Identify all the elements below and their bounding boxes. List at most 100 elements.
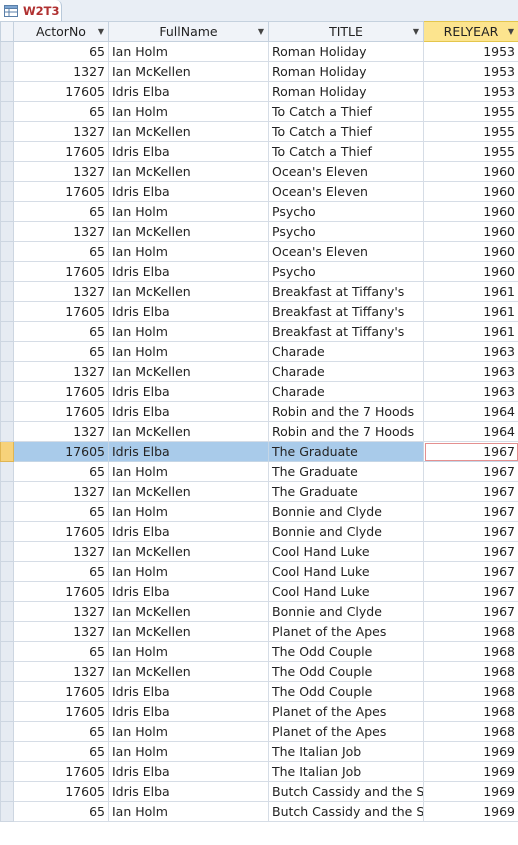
cell-fullname[interactable]: Idris Elba	[108, 761, 269, 782]
cell-fullname[interactable]: Ian Holm	[108, 341, 269, 362]
cell-relyear[interactable]: 1967	[423, 601, 518, 622]
cell-fullname[interactable]: Ian Holm	[108, 741, 269, 762]
row-selector[interactable]	[0, 521, 14, 542]
cell-title[interactable]: Psycho	[268, 261, 424, 282]
row-selector[interactable]	[0, 641, 14, 662]
cell-title[interactable]: Bonnie and Clyde	[268, 601, 424, 622]
cell-title[interactable]: Bonnie and Clyde	[268, 521, 424, 542]
cell-title[interactable]: Psycho	[268, 201, 424, 222]
cell-fullname[interactable]: Idris Elba	[108, 81, 269, 102]
cell-title[interactable]: The Odd Couple	[268, 661, 424, 682]
cell-title[interactable]: Planet of the Apes	[268, 621, 424, 642]
column-header-relyear[interactable]: RELYEAR ▼	[423, 21, 518, 42]
cell-relyear[interactable]: 1960	[423, 201, 518, 222]
cell-fullname[interactable]: Ian Holm	[108, 461, 269, 482]
cell-fullname[interactable]: Idris Elba	[108, 781, 269, 802]
cell-actorno[interactable]: 1327	[13, 541, 109, 562]
cell-fullname[interactable]: Ian Holm	[108, 721, 269, 742]
cell-fullname[interactable]: Ian McKellen	[108, 121, 269, 142]
cell-fullname[interactable]: Idris Elba	[108, 261, 269, 282]
row-selector[interactable]	[0, 501, 14, 522]
cell-actorno[interactable]: 1327	[13, 281, 109, 302]
cell-actorno[interactable]: 65	[13, 801, 109, 822]
table-row[interactable]: 65 Ian Holm Breakfast at Tiffany's 1961	[0, 321, 518, 342]
cell-title[interactable]: Ocean's Eleven	[268, 161, 424, 182]
cell-relyear[interactable]: 1953	[423, 81, 518, 102]
cell-fullname[interactable]: Idris Elba	[108, 141, 269, 162]
cell-actorno[interactable]: 17605	[13, 81, 109, 102]
table-row[interactable]: 65 Ian Holm The Italian Job 1969	[0, 741, 518, 762]
cell-relyear[interactable]: 1968	[423, 721, 518, 742]
cell-actorno[interactable]: 65	[13, 561, 109, 582]
table-row[interactable]: 1327 Ian McKellen Bonnie and Clyde 1967	[0, 601, 518, 622]
cell-actorno[interactable]: 1327	[13, 121, 109, 142]
table-row[interactable]: 65 Ian Holm Bonnie and Clyde 1967	[0, 501, 518, 522]
table-row[interactable]: 65 Ian Holm Psycho 1960	[0, 201, 518, 222]
cell-title[interactable]: Cool Hand Luke	[268, 541, 424, 562]
cell-actorno[interactable]: 65	[13, 241, 109, 262]
row-selector[interactable]	[0, 141, 14, 162]
cell-title[interactable]: The Odd Couple	[268, 681, 424, 702]
cell-title[interactable]: Ocean's Eleven	[268, 241, 424, 262]
cell-relyear[interactable]: 1960	[423, 261, 518, 282]
cell-relyear[interactable]: 1968	[423, 701, 518, 722]
cell-relyear[interactable]: 1960	[423, 161, 518, 182]
table-row[interactable]: 17605 Idris Elba To Catch a Thief 1955	[0, 141, 518, 162]
cell-actorno[interactable]: 65	[13, 501, 109, 522]
cell-relyear[interactable]: 1964	[423, 421, 518, 442]
cell-title[interactable]: Breakfast at Tiffany's	[268, 301, 424, 322]
cell-relyear[interactable]: 1968	[423, 681, 518, 702]
cell-actorno[interactable]: 1327	[13, 161, 109, 182]
table-row[interactable]: 1327 Ian McKellen Ocean's Eleven 1960	[0, 161, 518, 182]
table-row[interactable]: 17605 Idris Elba Robin and the 7 Hoods 1964	[0, 401, 518, 422]
cell-relyear[interactable]: 1955	[423, 141, 518, 162]
cell-fullname[interactable]: Ian McKellen	[108, 61, 269, 82]
table-row[interactable]: 17605 Idris Elba The Italian Job 1969	[0, 761, 518, 782]
table-row[interactable]: 17605 Idris Elba Charade 1963	[0, 381, 518, 402]
cell-actorno[interactable]: 1327	[13, 221, 109, 242]
cell-actorno[interactable]: 65	[13, 41, 109, 62]
column-dropdown-icon[interactable]: ▼	[412, 27, 419, 36]
cell-actorno[interactable]: 65	[13, 341, 109, 362]
cell-relyear[interactable]: 1963	[423, 381, 518, 402]
table-row[interactable]: 65 Ian Holm Butch Cassidy and the Su 1969	[0, 801, 518, 822]
cell-actorno[interactable]: 17605	[13, 441, 109, 462]
cell-relyear[interactable]: 1967	[423, 581, 518, 602]
cell-title[interactable]: Planet of the Apes	[268, 721, 424, 742]
cell-relyear[interactable]: 1960	[423, 221, 518, 242]
cell-relyear[interactable]: 1961	[423, 321, 518, 342]
table-row[interactable]: 65 Ian Holm Cool Hand Luke 1967	[0, 561, 518, 582]
table-row[interactable]: 17605 Idris Elba Cool Hand Luke 1967	[0, 581, 518, 602]
table-row[interactable]: 1327 Ian McKellen The Odd Couple 1968	[0, 661, 518, 682]
row-selector[interactable]	[0, 381, 14, 402]
row-selector[interactable]	[0, 341, 14, 362]
cell-title[interactable]: Cool Hand Luke	[268, 581, 424, 602]
cell-title[interactable]: The Italian Job	[268, 741, 424, 762]
cell-fullname[interactable]: Idris Elba	[108, 681, 269, 702]
table-row[interactable]: 65 Ian Holm The Graduate 1967	[0, 461, 518, 482]
cell-actorno[interactable]: 17605	[13, 261, 109, 282]
table-row[interactable]: 17605 Idris Elba Roman Holiday 1953	[0, 81, 518, 102]
cell-fullname[interactable]: Ian McKellen	[108, 661, 269, 682]
table-row[interactable]: 1327 Ian McKellen Robin and the 7 Hoods 196…	[0, 421, 518, 442]
cell-relyear[interactable]: 1969	[423, 801, 518, 822]
cell-fullname[interactable]: Idris Elba	[108, 301, 269, 322]
cell-actorno[interactable]: 1327	[13, 481, 109, 502]
cell-fullname[interactable]: Idris Elba	[108, 581, 269, 602]
cell-fullname[interactable]: Ian Holm	[108, 801, 269, 822]
table-row[interactable]: 1327 Ian McKellen The Graduate 1967	[0, 481, 518, 502]
row-selector[interactable]	[0, 401, 14, 422]
cell-title[interactable]: Robin and the 7 Hoods	[268, 421, 424, 442]
table-row[interactable]: 1327 Ian McKellen Charade 1963	[0, 361, 518, 382]
cell-fullname[interactable]: Idris Elba	[108, 521, 269, 542]
row-selector[interactable]	[0, 781, 14, 802]
row-selector[interactable]	[0, 121, 14, 142]
cell-fullname[interactable]: Ian Holm	[108, 561, 269, 582]
cell-title[interactable]: Planet of the Apes	[268, 701, 424, 722]
tab-w2t3[interactable]: W2T3	[0, 0, 62, 21]
table-row[interactable]: 65 Ian Holm The Odd Couple 1968	[0, 641, 518, 662]
column-header-title[interactable]: TITLE ▼	[268, 21, 424, 42]
cell-actorno[interactable]: 17605	[13, 581, 109, 602]
row-selector[interactable]	[0, 201, 14, 222]
cell-fullname[interactable]: Ian McKellen	[108, 481, 269, 502]
